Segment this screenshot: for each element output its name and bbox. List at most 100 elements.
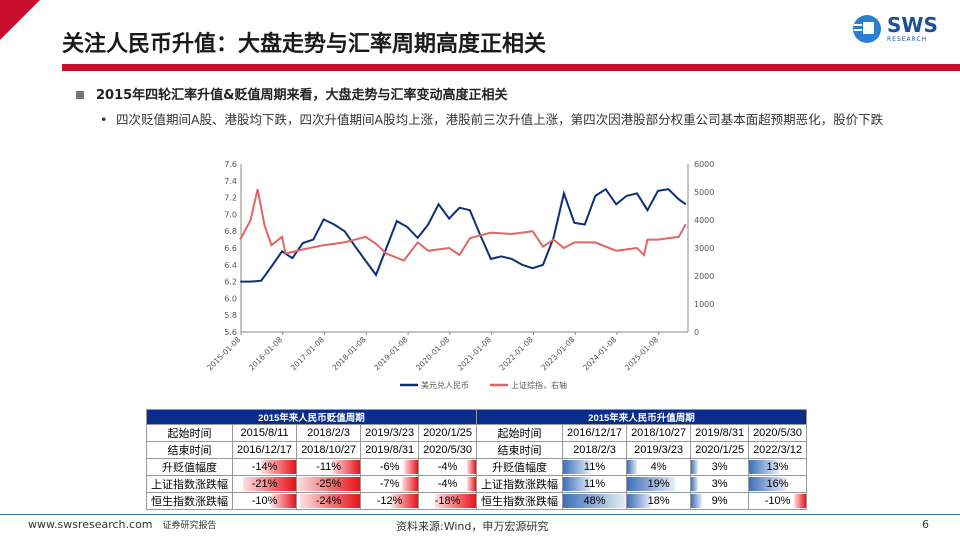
table-cell: 2019/3/23 [626,441,692,459]
table-cell: -11% [296,458,362,476]
depreciation-header: 2015年来人民币贬值周期 [146,409,477,425]
table-cell: -14% [231,458,298,476]
data-bar [691,477,698,491]
sws-logo-icon [853,15,881,43]
data-bar [794,494,806,508]
table-row: 结束时间 2016/12/17 2018/10/27 2019/8/31 2020/5/… [146,441,807,459]
y-tick-label: 5.8 [224,311,237,320]
data-bar [243,477,297,491]
data-bar [563,477,591,491]
y2-tick-label: 2000 [694,272,714,281]
data-bar [402,477,419,491]
table-cell: -10% [748,492,807,510]
x-tick-label: 2022-01-08 [498,335,535,372]
legend-label: 美元兑人民币 [421,380,469,390]
bullet-level2: • 四次贬值期间A股、港股均下跌，四次升值期间A股均上涨，港股前三次升值上涨，第四… [100,112,884,127]
page-title: 关注人民币升值：大盘走势与汇率周期高度正相关 [62,32,547,57]
table-cell: -18% [418,492,477,510]
table-row: 上证指数涨跌幅 -21% -25% -7% -4% 上证指数涨跌幅 11% 19% 3% 16% [146,475,807,493]
table-cell: 2022/3/12 [748,441,807,459]
data-bar [260,460,297,474]
x-tick-label: 2023-01-08 [539,335,576,372]
data-bar [404,460,419,474]
table-cell: 上证指数涨跌幅 [146,475,233,493]
table-cell: 18% [626,492,692,510]
y-tick-label: 7.2 [224,194,237,203]
logo-text: SWS [887,13,938,37]
x-tick-label: 2020-01-08 [414,335,451,372]
x-tick-label: 2015-01-08 [205,335,242,372]
y2-tick-label: 1000 [694,300,714,309]
bullet-level1: 2015年四轮汇率升值&贬值周期来看，大盘走势与汇率变动高度正相关 [76,84,508,103]
data-bar [270,494,297,508]
table-cell: 上证指数涨跌幅 [476,475,563,493]
y-tick-label: 6.2 [224,278,237,287]
data-bar [299,494,361,508]
table-cell: 2020/5/30 [418,441,477,459]
data-bar [563,494,627,508]
data-bar [749,477,786,491]
table-cell: 2018/2/3 [296,424,362,442]
table-cell: -4% [418,458,477,476]
footer-left: www.swsresearch.com 证券研究报告 [28,518,217,531]
y-tick-label: 6.8 [224,227,237,236]
table-cell: 2018/2/3 [561,441,628,459]
data-bar [691,460,698,474]
corner-decoration [0,0,40,40]
table-cell: 13% [748,458,807,476]
data-bar [297,477,361,491]
y-tick-label: 6.4 [224,261,237,270]
table-cell: 2019/3/23 [360,424,420,442]
table-cell: 2015/8/11 [231,424,298,442]
title-underline [62,64,960,71]
x-tick-label: 2019-01-08 [372,335,409,372]
table-cell: 9% [690,492,750,510]
table-cell: 19% [626,475,692,493]
y2-tick-label: 4000 [694,216,714,225]
table-cell: 11% [561,475,628,493]
source-note: 资料来源:Wind，申万宏源研究 [396,520,549,533]
y2-tick-label: 3000 [694,244,714,253]
table-cell: 2016/12/17 [231,441,298,459]
x-tick-label: 2017-01-08 [289,335,326,372]
logo: SWS RESEARCH [852,14,938,44]
table-cell: 起始时间 [476,424,563,442]
appreciation-header: 2015年来人民币升值周期 [476,409,807,425]
y-tick-label: 7.0 [224,210,237,219]
table-cell: 2018/10/27 [626,424,692,442]
data-bar [435,494,476,508]
series-line-1 [240,187,687,283]
data-bar [627,460,638,474]
data-bar [563,460,591,474]
table-cell: 升贬值幅度 [476,458,563,476]
footer-divider [0,514,960,515]
data-bar [691,494,702,508]
table-cell: 2019/8/31 [360,441,420,459]
table-cell: 结束时间 [146,441,233,459]
y-tick-label: 6.6 [224,244,237,253]
x-tick-label: 2025-01-08 [623,335,660,372]
table-cell: -4% [418,475,477,493]
table-cell: -21% [231,475,298,493]
y-tick-label: 7.4 [224,177,237,186]
table-cell: 16% [748,475,807,493]
footer-url[interactable]: www.swsresearch.com [28,518,153,531]
table-cell: 起始时间 [146,424,233,442]
data-bar [390,494,419,508]
legend-label: 上证综指，右轴 [511,380,567,390]
table-row: 恒生指数涨跌幅 -10% -24% -12% -18% 恒生指数涨跌幅 48% 18% 9% -1… [146,492,807,510]
data-bar [466,477,476,491]
table-cell: 2020/1/25 [418,424,477,442]
footer-label: 证券研究报告 [162,521,217,531]
table-cell: 恒生指数涨跌幅 [476,492,563,510]
fx-vs-index-chart: 7.6 7.4 7.2 7.0 6.8 6.6 6.4 6.2 6.0 5.8 5.6 6000 500… [205,160,714,390]
table-cell: 2019/8/31 [690,424,750,442]
cycle-table: 2015年来人民币贬值周期 2015年来人民币升值周期 起始时间 2015/8/11 2… [146,409,807,510]
logo-subtext: RESEARCH [887,36,928,43]
series-line-2 [239,188,687,262]
table-cell: -7% [360,475,420,493]
table-row: 起始时间 2015/8/11 2018/2/3 2019/3/23 2020/1/25 起… [146,424,807,442]
table-cell: 4% [626,458,692,476]
table-cell: 恒生指数涨跌幅 [146,492,233,510]
